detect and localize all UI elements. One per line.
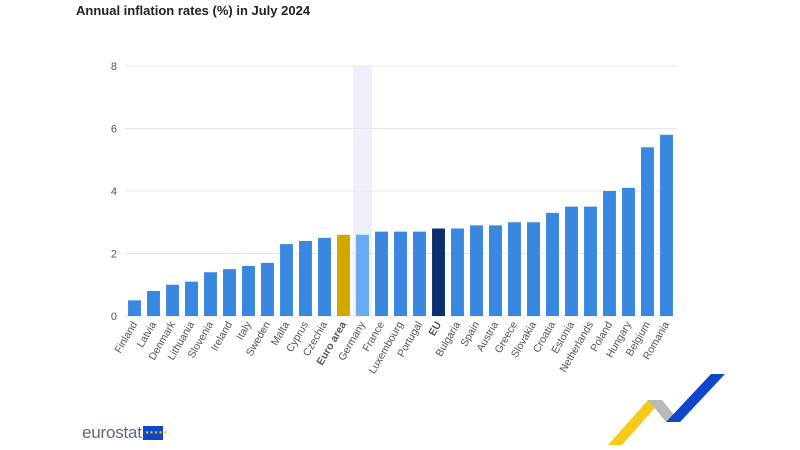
y-tick-label: 8 xyxy=(111,61,117,73)
y-tick-label: 0 xyxy=(111,311,117,323)
bar xyxy=(318,237,331,316)
bar xyxy=(527,222,540,316)
bar xyxy=(508,222,521,316)
y-tick-label: 4 xyxy=(111,186,117,198)
bar xyxy=(432,228,445,316)
bar xyxy=(242,266,255,316)
x-tick-label: EU xyxy=(426,320,444,339)
bar xyxy=(394,231,407,316)
brand-ribbon-graphic xyxy=(608,374,725,445)
bar xyxy=(660,134,673,316)
bar xyxy=(147,291,160,316)
bar xyxy=(565,206,578,316)
bar xyxy=(261,262,274,316)
bar xyxy=(603,191,616,316)
bar xyxy=(356,234,369,316)
bar xyxy=(204,272,217,316)
y-tick-label: 6 xyxy=(111,124,117,136)
bar-chart: 02468FinlandLatviaDenmarkLithuaniaSloven… xyxy=(111,61,676,376)
bar xyxy=(375,231,388,316)
bar xyxy=(546,212,559,316)
eurostat-logo: eurostat ★★★★★ xyxy=(82,423,167,443)
bar xyxy=(641,147,654,316)
bar xyxy=(451,228,464,316)
chart-title: Annual inflation rates (%) in July 2024 xyxy=(76,3,311,18)
bar xyxy=(185,281,198,316)
bar xyxy=(299,241,312,316)
bar xyxy=(128,300,141,316)
bar xyxy=(337,234,350,316)
x-tick-label: Finland xyxy=(112,319,140,355)
bar xyxy=(413,231,426,316)
y-tick-label: 2 xyxy=(111,249,117,261)
bar xyxy=(280,244,293,316)
bar xyxy=(622,187,635,316)
eu-flag-icon: ★★★★★ xyxy=(142,426,167,440)
bar xyxy=(584,206,597,316)
bar xyxy=(223,269,236,316)
bar xyxy=(489,225,502,316)
logo-text: eurostat xyxy=(82,423,142,442)
bar xyxy=(166,284,179,316)
bar xyxy=(470,225,483,316)
